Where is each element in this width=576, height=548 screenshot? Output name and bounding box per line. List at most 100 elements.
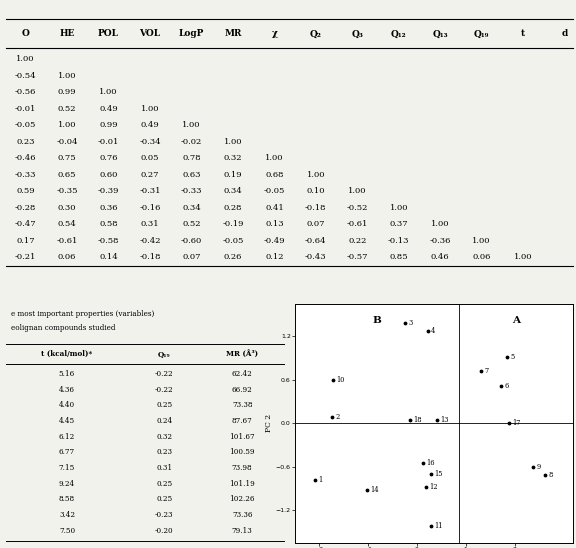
Text: -0.19: -0.19	[222, 220, 244, 228]
Text: -0.61: -0.61	[347, 220, 368, 228]
Text: 0.46: 0.46	[431, 253, 449, 261]
Text: HE: HE	[59, 30, 75, 38]
Text: 10: 10	[336, 376, 345, 384]
Text: 0.06: 0.06	[472, 253, 491, 261]
Text: 101.67: 101.67	[229, 432, 255, 441]
Text: 0.06: 0.06	[58, 253, 76, 261]
Text: χ: χ	[271, 30, 277, 38]
Text: -0.61: -0.61	[56, 237, 78, 244]
Text: -0.46: -0.46	[15, 154, 36, 162]
Text: -0.18: -0.18	[305, 203, 327, 212]
Y-axis label: PC 2: PC 2	[265, 414, 273, 432]
Text: -0.05: -0.05	[222, 237, 244, 244]
Text: 0.34: 0.34	[182, 203, 201, 212]
Text: 8.58: 8.58	[59, 495, 75, 503]
Text: 0.26: 0.26	[223, 253, 242, 261]
Text: d: d	[562, 30, 568, 38]
Text: 0.24: 0.24	[156, 417, 172, 425]
Text: 0.34: 0.34	[223, 187, 242, 195]
Text: 0.36: 0.36	[99, 203, 118, 212]
Text: 0.05: 0.05	[141, 154, 159, 162]
Text: -0.54: -0.54	[15, 72, 36, 79]
Text: 2: 2	[335, 413, 339, 421]
Text: Q₂: Q₂	[310, 30, 322, 38]
Text: 1.00: 1.00	[472, 237, 491, 244]
Text: 0.22: 0.22	[348, 237, 366, 244]
Text: 0.49: 0.49	[141, 121, 160, 129]
Text: 0.25: 0.25	[156, 495, 172, 503]
Text: 4.40: 4.40	[59, 401, 75, 409]
Text: -0.22: -0.22	[155, 370, 173, 378]
Text: -0.34: -0.34	[139, 138, 161, 146]
Text: 0.68: 0.68	[265, 170, 283, 179]
Text: 62.42: 62.42	[232, 370, 252, 378]
Text: 0.25: 0.25	[156, 480, 172, 488]
Text: 9.24: 9.24	[59, 480, 75, 488]
Text: -0.36: -0.36	[430, 237, 451, 244]
Text: 0.78: 0.78	[182, 154, 201, 162]
Text: -0.42: -0.42	[139, 237, 161, 244]
Text: 18: 18	[413, 415, 422, 424]
Text: -0.43: -0.43	[305, 253, 327, 261]
Text: e most important properties (variables): e most important properties (variables)	[12, 310, 155, 318]
Text: 0.32: 0.32	[156, 432, 172, 441]
Text: Q₁₃: Q₁₃	[433, 30, 448, 38]
Text: Q₁₉: Q₁₉	[474, 30, 490, 38]
Text: -0.02: -0.02	[181, 138, 202, 146]
Text: -0.35: -0.35	[56, 187, 78, 195]
Text: -0.23: -0.23	[155, 511, 173, 519]
Text: 1.00: 1.00	[141, 105, 159, 112]
Text: 1.00: 1.00	[514, 253, 532, 261]
Text: 0.25: 0.25	[156, 401, 172, 409]
Text: O: O	[22, 30, 29, 38]
Text: LogP: LogP	[179, 30, 204, 38]
Text: 87.67: 87.67	[232, 417, 252, 425]
Text: 1.00: 1.00	[348, 187, 366, 195]
Text: 0.17: 0.17	[16, 237, 35, 244]
Text: 0.52: 0.52	[182, 220, 200, 228]
Text: 0.31: 0.31	[141, 220, 160, 228]
Text: -0.33: -0.33	[15, 170, 36, 179]
Text: 6.12: 6.12	[59, 432, 75, 441]
Text: 0.10: 0.10	[306, 187, 325, 195]
Text: 3.42: 3.42	[59, 511, 75, 519]
Text: 1.00: 1.00	[223, 138, 242, 146]
Text: -0.60: -0.60	[181, 237, 202, 244]
Text: -0.04: -0.04	[56, 138, 78, 146]
Text: -0.05: -0.05	[15, 121, 36, 129]
Text: t (kcal/mol)*: t (kcal/mol)*	[41, 350, 93, 358]
Text: 0.85: 0.85	[389, 253, 408, 261]
Text: eolignan compounds studied: eolignan compounds studied	[12, 324, 116, 332]
Text: 1.00: 1.00	[182, 121, 200, 129]
Text: -0.31: -0.31	[139, 187, 161, 195]
Text: -0.16: -0.16	[139, 203, 161, 212]
Text: 1.00: 1.00	[306, 170, 325, 179]
Text: -0.22: -0.22	[155, 386, 173, 393]
Text: 7.50: 7.50	[59, 527, 75, 535]
Text: 0.52: 0.52	[58, 105, 77, 112]
Text: -0.01: -0.01	[98, 138, 119, 146]
Text: 102.26: 102.26	[229, 495, 255, 503]
Text: -0.47: -0.47	[15, 220, 36, 228]
Text: POL: POL	[98, 30, 119, 38]
Text: 0.12: 0.12	[265, 253, 283, 261]
Text: 0.27: 0.27	[141, 170, 159, 179]
Text: -0.56: -0.56	[15, 88, 36, 96]
Text: 0.13: 0.13	[265, 220, 284, 228]
Text: 0.14: 0.14	[99, 253, 118, 261]
Text: 6: 6	[505, 381, 509, 390]
Text: 1.00: 1.00	[389, 203, 408, 212]
Text: 11: 11	[434, 522, 442, 530]
Text: -0.21: -0.21	[15, 253, 36, 261]
Text: 1.00: 1.00	[265, 154, 283, 162]
Text: 12: 12	[429, 483, 438, 491]
Text: -0.18: -0.18	[139, 253, 161, 261]
Text: 1.00: 1.00	[16, 55, 35, 63]
Text: 79.13: 79.13	[232, 527, 252, 535]
Text: 13: 13	[440, 415, 449, 424]
Text: MR (Å³): MR (Å³)	[226, 350, 258, 358]
Text: -0.57: -0.57	[347, 253, 368, 261]
Text: MR: MR	[224, 30, 241, 38]
Text: 0.28: 0.28	[223, 203, 242, 212]
Text: 73.98: 73.98	[232, 464, 252, 472]
